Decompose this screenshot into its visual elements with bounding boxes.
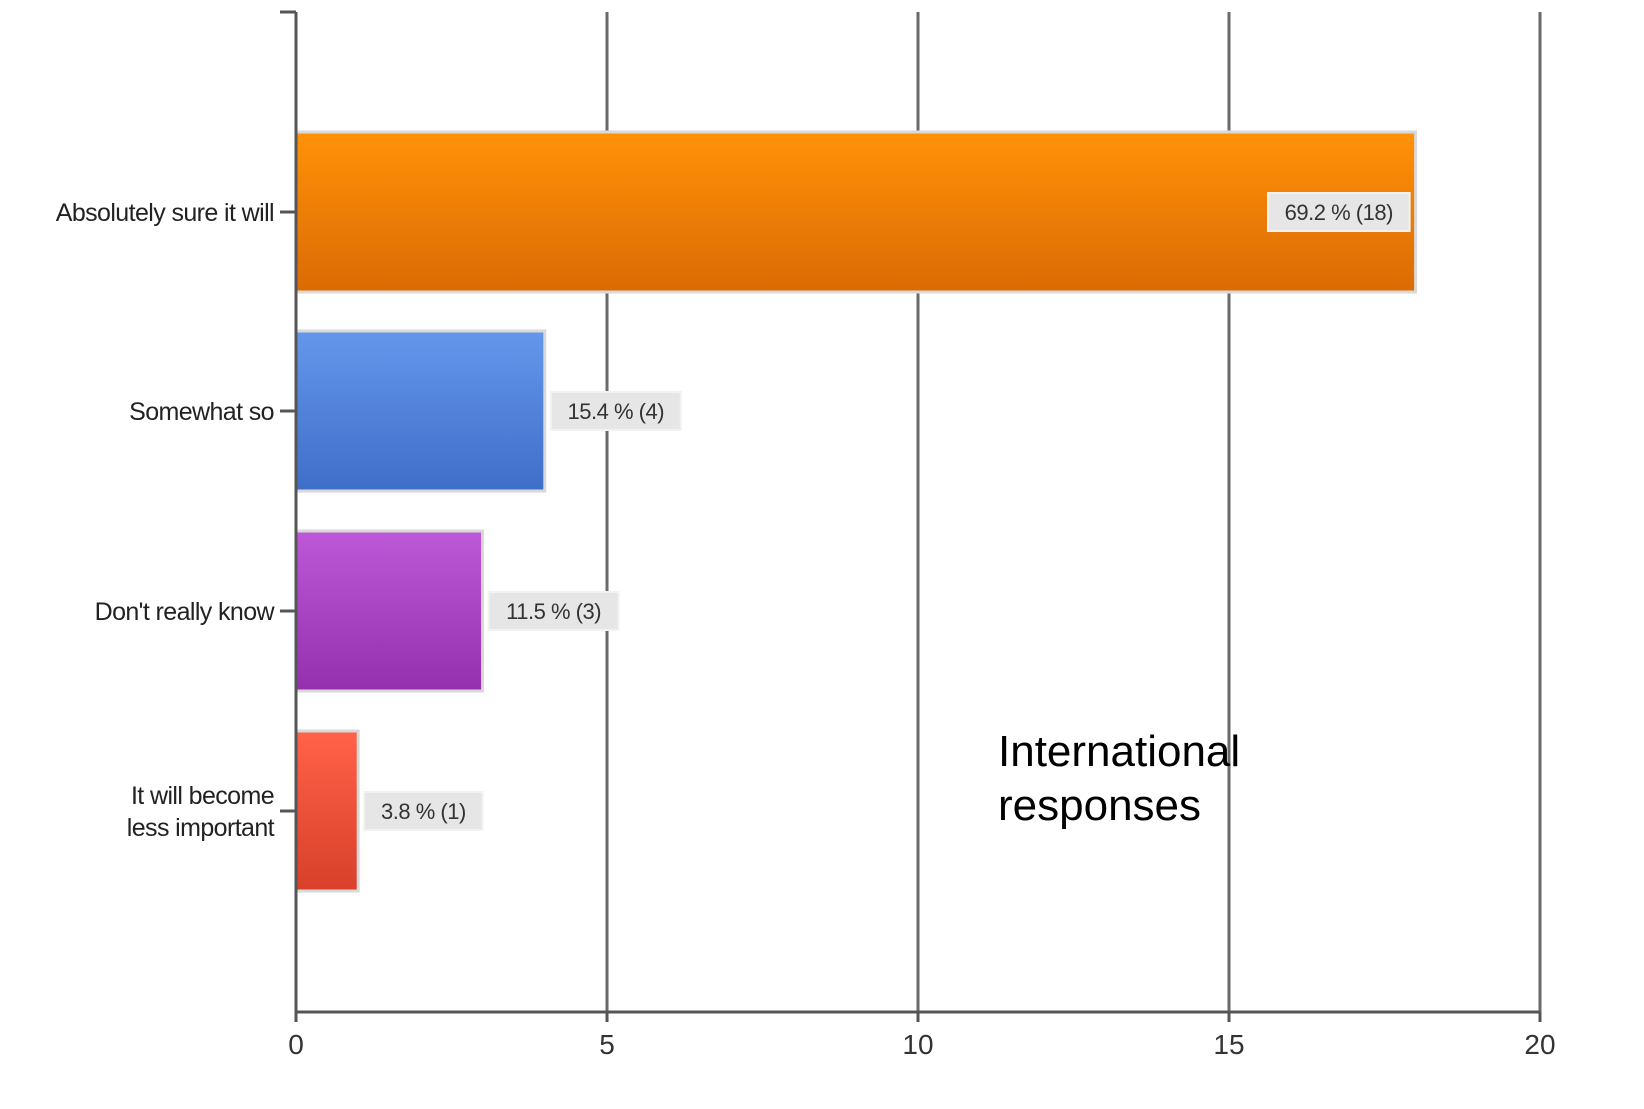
bar-3 [294,729,360,893]
data-label-box-1 [549,391,682,431]
category-label-1: Somewhat so [129,398,274,426]
x-tick-label-15: 15 [1213,1029,1244,1060]
data-label-box-0 [1267,192,1411,232]
chart-annotation: International responses [998,727,1240,830]
bar-1 [294,329,547,493]
x-tick-label-5: 5 [599,1029,615,1060]
bars [294,130,1418,893]
category-label-3: It will become less important [127,782,275,842]
data-label-box-3 [363,791,484,831]
x-tick-labels: 0 5 10 15 20 [288,1029,1555,1060]
bar-2 [294,529,485,693]
x-tick-label-20: 20 [1524,1029,1555,1060]
data-labels: 69.2 % (18) 15.4 % (4) 11.5 % (3) 3.8 % (1) [363,192,1411,831]
category-label-2: Don't really know [95,598,276,626]
data-label-0: 69.2 % (18) [1285,200,1393,225]
data-label-3: 3.8 % (1) [381,799,466,824]
axes [280,10,1542,1022]
data-label-1: 15.4 % (4) [568,399,665,424]
bar-0 [294,130,1418,294]
x-tick-label-10: 10 [902,1029,933,1060]
category-label-0: Absolutely sure it will [56,199,274,227]
data-label-box-2 [487,591,620,631]
x-tick-label-0: 0 [288,1029,304,1060]
data-label-2: 11.5 % (3) [506,599,601,624]
category-labels: Absolutely sure it will Somewhat so Don't … [56,199,276,842]
